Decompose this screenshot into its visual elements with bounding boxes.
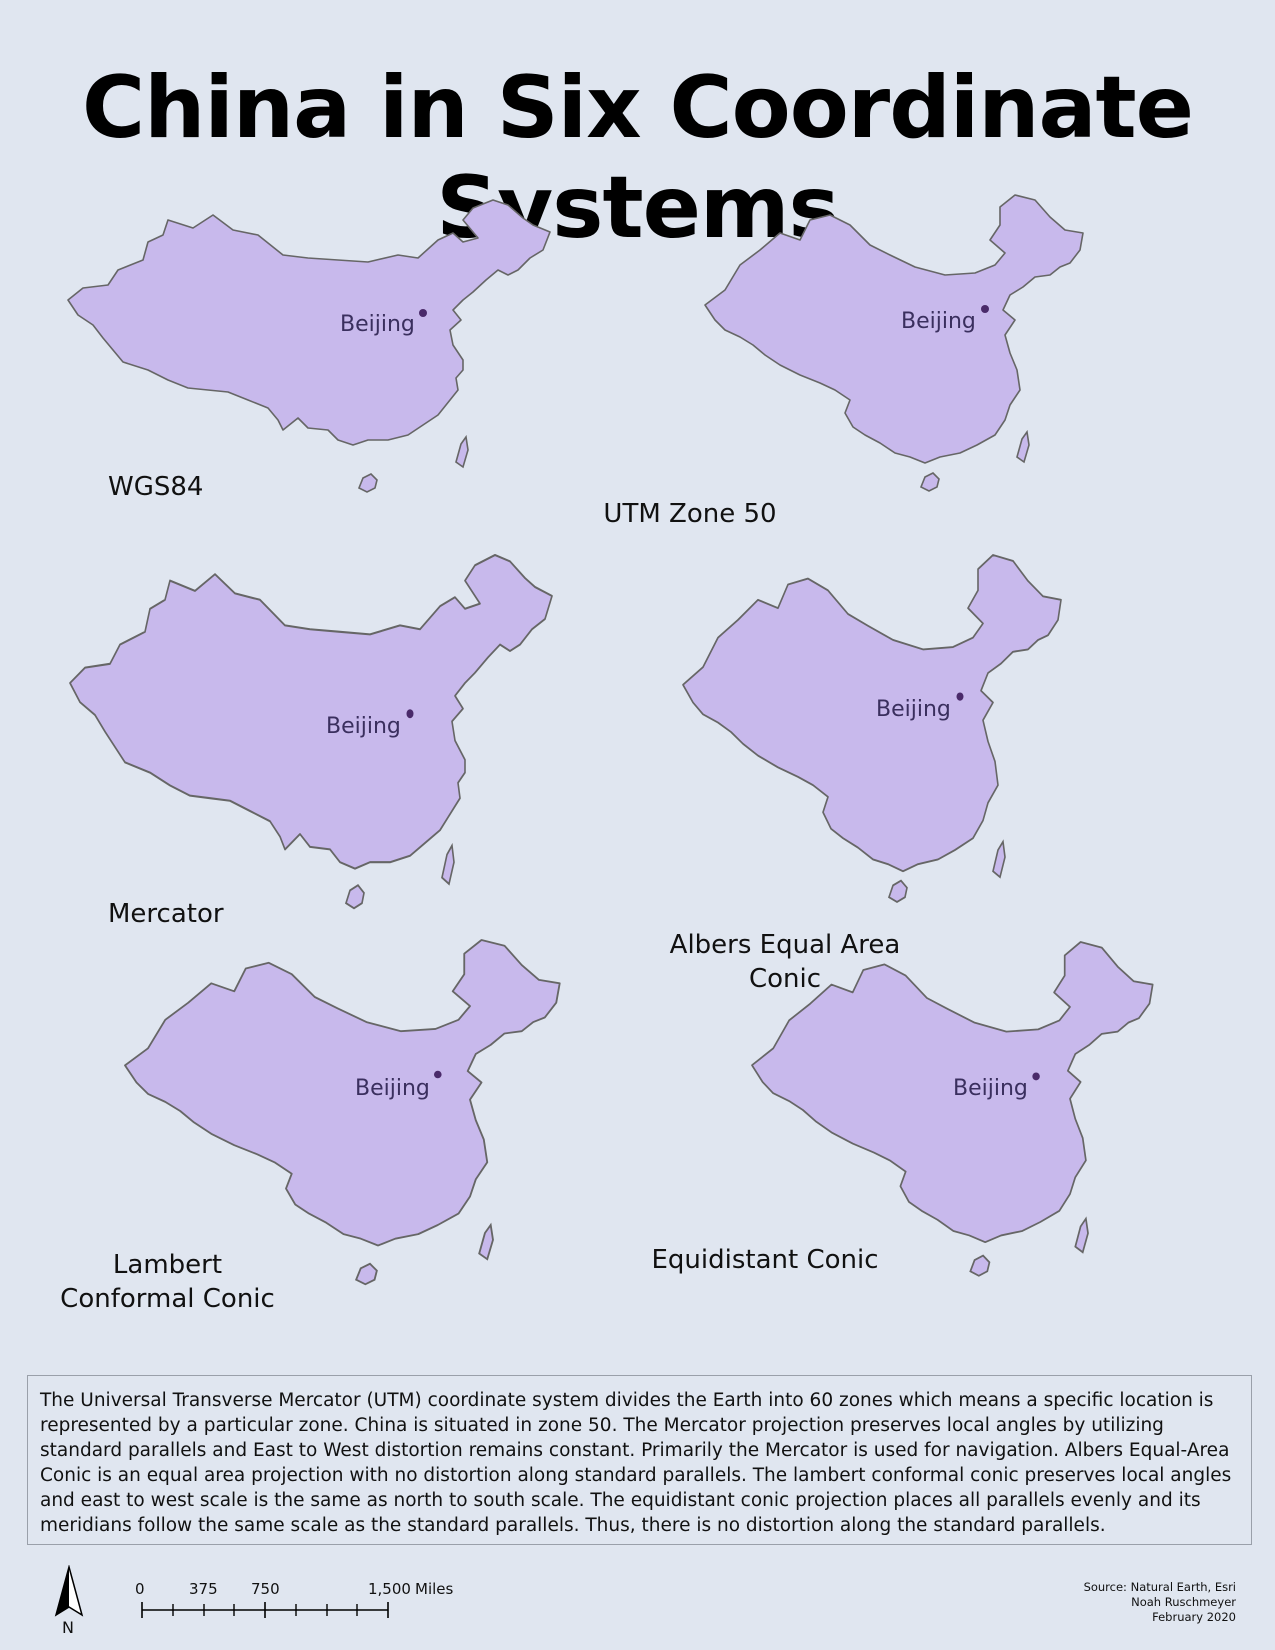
beijing-dot (981, 305, 989, 313)
description-box: The Universal Transverse Mercator (UTM) … (27, 1375, 1252, 1545)
map-title: China in Six Coordinate Systems (82, 58, 1194, 258)
beijing-label: Beijing (901, 309, 976, 334)
scale-bar (141, 1602, 389, 1618)
taiwan-island (478, 1224, 494, 1261)
credits-author: Noah Ruschmeyer (1131, 1595, 1236, 1609)
scale-tick-1500: 1,500 (368, 1580, 411, 1598)
north-arrow-icon (54, 1565, 84, 1617)
china-outline (124, 939, 561, 1247)
beijing-dot (434, 1070, 442, 1079)
label-utm: UTM Zone 50 (603, 499, 777, 529)
taiwan-island (1016, 431, 1030, 463)
china-outline (67, 199, 551, 446)
credits: Source: Natural Earth, Esri Noah Ruschme… (1084, 1580, 1236, 1625)
map-albers (682, 554, 1062, 903)
beijing-label-lambert: Beijing (355, 1076, 430, 1101)
taiwan-island (1074, 1217, 1089, 1254)
scale-tick-750: 750 (251, 1580, 280, 1598)
map-lambert (124, 939, 561, 1286)
label-mercator: Mercator (108, 899, 224, 929)
taiwan-island (455, 436, 469, 468)
beijing-label-mercator: Beijing (326, 714, 401, 739)
china-outline (704, 194, 1084, 464)
hainan-island (888, 879, 908, 903)
label-wgs84: WGS84 (108, 472, 204, 502)
hainan-island (920, 472, 940, 492)
beijing-label: Beijing (340, 312, 415, 337)
beijing-dot (1032, 1072, 1040, 1081)
scale-unit: Miles (415, 1580, 454, 1598)
north-letter: N (62, 1618, 74, 1637)
label-equidistant: Equidistant Conic (651, 1245, 879, 1275)
hainan-island (355, 1262, 378, 1286)
taiwan-island (992, 840, 1006, 879)
label-albers: Albers Equal Area Conic (669, 930, 901, 994)
map-utm-zone-50: Beijing (704, 194, 1084, 492)
scale-tick-375: 375 (189, 1580, 218, 1598)
beijing-label-albers: Beijing (876, 697, 951, 722)
map-mercator (68, 553, 554, 910)
beijing-dot (956, 692, 964, 701)
hainan-island (344, 884, 366, 910)
beijing-label-equidistant: Beijing (953, 1076, 1028, 1101)
beijing-dot (406, 709, 414, 719)
china-outline (68, 553, 554, 870)
beijing-dot (419, 309, 427, 317)
map-equidistant (751, 941, 1154, 1277)
hainan-island (969, 1254, 991, 1277)
credits-source: Source: Natural Earth, Esri (1083, 1580, 1236, 1594)
map-wgs84: Beijing (67, 199, 551, 493)
credits-date: February 2020 (1152, 1610, 1236, 1624)
label-lambert: Lambert Conformal Conic (60, 1250, 275, 1314)
hainan-island (358, 473, 378, 493)
china-outline (682, 554, 1062, 873)
taiwan-island (440, 844, 456, 885)
scale-tick-0: 0 (135, 1580, 145, 1598)
